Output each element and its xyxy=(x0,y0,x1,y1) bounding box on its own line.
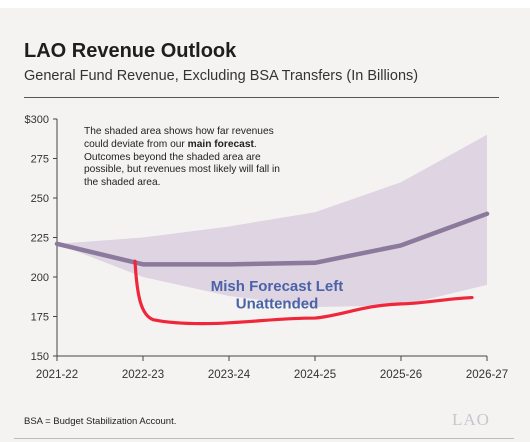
y-tick-label-6: 150 xyxy=(31,351,49,363)
y-tick-label-1: 275 xyxy=(31,154,49,166)
bottom-border xyxy=(14,438,514,439)
chart-title: LAO Revenue Outlook xyxy=(24,40,237,62)
revenue-chart: $300 275 250 225 200 175 150 2021-22 2022-23 2023… xyxy=(25,114,509,381)
y-tick-label-2: 250 xyxy=(31,193,49,205)
x-tick-label-3: 2024-25 xyxy=(294,369,336,381)
main-forecast-point-0 xyxy=(55,242,59,246)
chart-subtitle: General Fund Revenue, Excluding BSA Tran… xyxy=(24,68,419,84)
main-forecast-point-2 xyxy=(227,263,231,266)
main-forecast-point-1 xyxy=(141,263,145,266)
shaded-area-note: The shaded area shows how far revenues c… xyxy=(84,126,284,190)
lao-logo: LAO xyxy=(452,410,490,429)
y-tick-label-0: $300 xyxy=(25,114,49,126)
x-tick-label-0: 2021-22 xyxy=(36,369,78,381)
annotation-line-2: Unattended xyxy=(236,296,319,313)
y-tick-label-4: 200 xyxy=(31,272,49,284)
top-bar xyxy=(0,0,530,8)
x-tick-label-2: 2023-24 xyxy=(208,369,251,381)
footnote: BSA = Budget Stabilization Account. xyxy=(24,416,177,427)
x-tick-label-5: 2026-27 xyxy=(466,369,508,381)
main-forecast-point-4 xyxy=(399,244,403,247)
note-text-before: The shaded area shows how far revenues c… xyxy=(84,126,274,150)
x-tick-label-4: 2025-26 xyxy=(380,369,422,381)
x-tick-label-1: 2022-23 xyxy=(122,369,164,381)
main-forecast-line xyxy=(54,211,490,267)
mish-forecast-line xyxy=(133,259,474,326)
y-tick-label-5: 175 xyxy=(31,312,49,324)
note-text-after: . Outcomes beyond the shaded area are po… xyxy=(84,138,280,189)
note-main-forecast: main forecast xyxy=(187,138,254,150)
annotation-line-1: Mish Forecast Left xyxy=(211,278,344,295)
y-tick-label-3: 225 xyxy=(31,233,49,245)
main-forecast-point-5 xyxy=(485,212,489,215)
title-divider xyxy=(24,97,499,98)
main-forecast-point-3 xyxy=(313,261,317,264)
